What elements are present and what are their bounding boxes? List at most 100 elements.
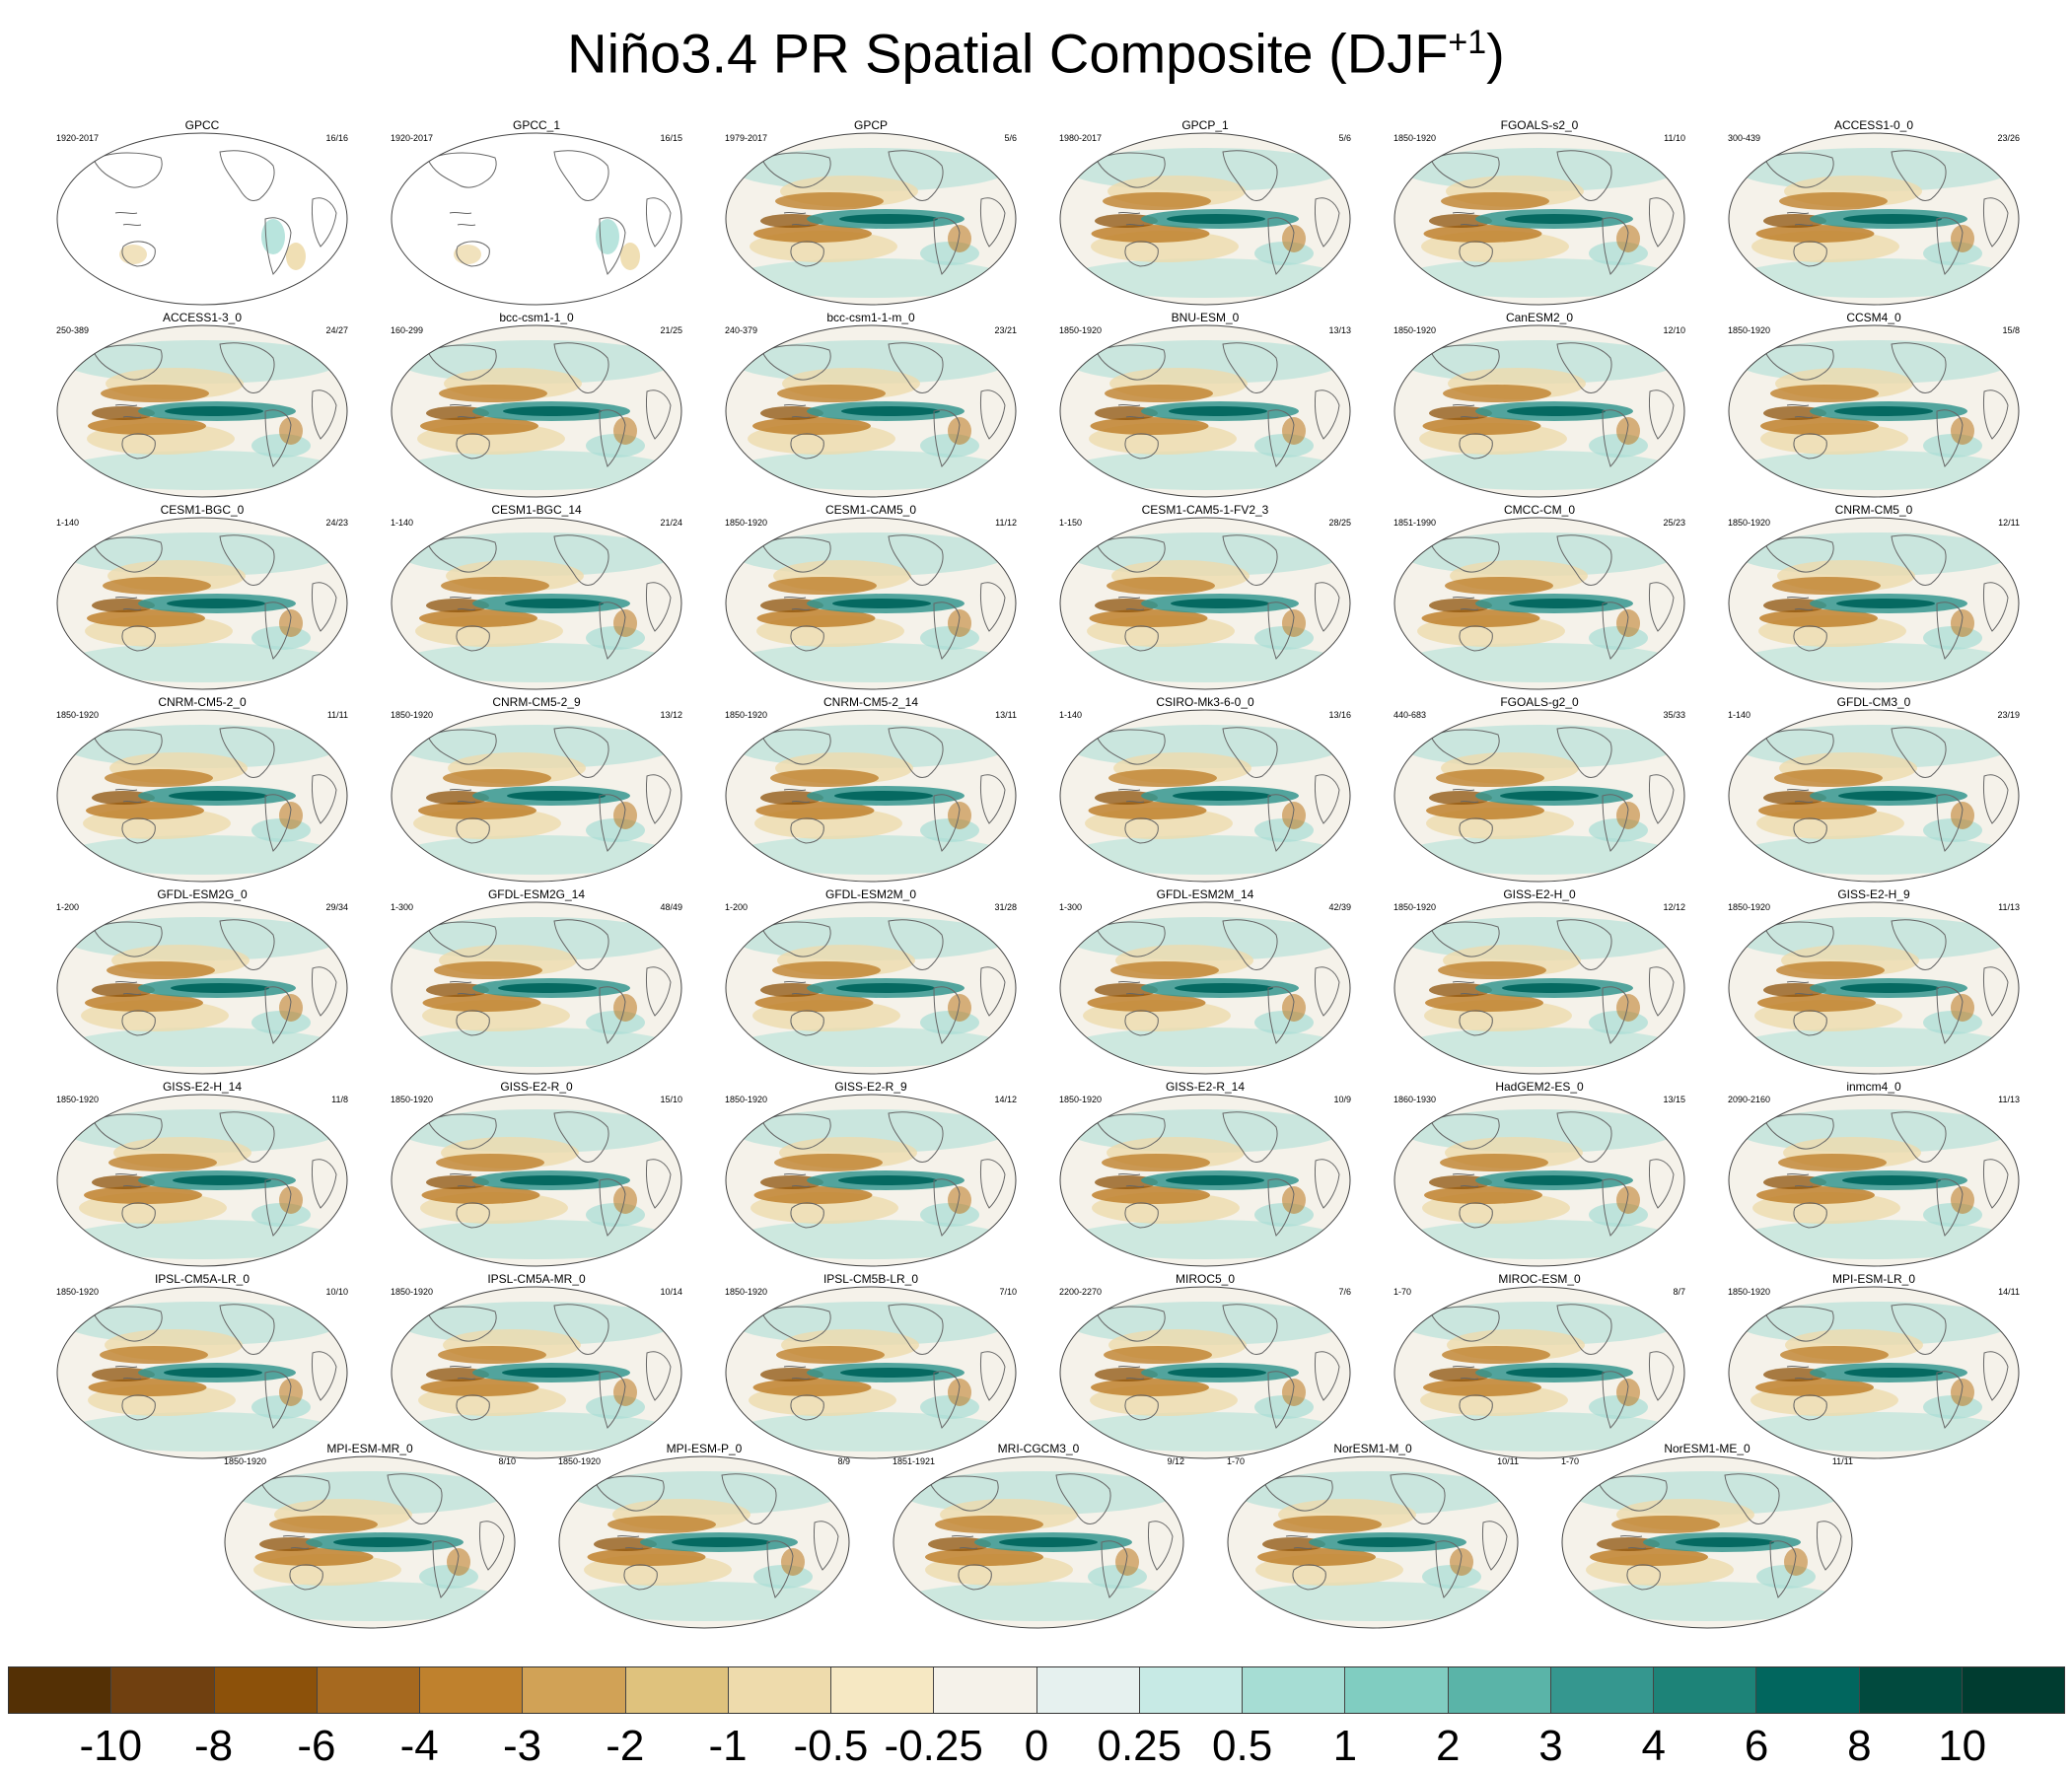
precip-field [1228,1456,1518,1628]
coast-africa [1315,1351,1340,1401]
title-main: Niño3.4 PR Spatial Composite (DJF [567,22,1449,85]
map-boundary [391,132,682,306]
panel-period: 1850-1920 [224,1456,267,1466]
map-boundary [56,1286,348,1459]
map-panel: GISS-E2-R_0 1850-1920 15/10 [389,1080,684,1271]
anomaly-wet-core [1840,983,1939,993]
colorbar-tick-label: 0.5 [1212,1722,1273,1770]
anomaly-dry-north [1107,577,1215,595]
coast-maritime-continent [1117,1172,1145,1188]
colorbar-tick-label: 8 [1847,1722,1872,1770]
coast-south-america [1936,217,1964,275]
coast-south-america [599,794,626,852]
coast-asia [93,729,163,765]
panel-title: CESM1-BGC_0 [160,503,245,517]
colorbar-tick-label: -0.25 [884,1722,983,1770]
coast-north-america [721,1473,777,1525]
coast-south-america [599,409,626,467]
panel-title: CESM1-CAM5_0 [824,503,917,517]
map-panel: CESM1-CAM5_0 1850-1920 11/12 [723,503,1019,694]
anomaly-dry-south-america [279,609,303,637]
panel-title: MIROC5_0 [1175,1272,1236,1286]
precip-field [57,710,347,882]
coast-asia [1430,729,1500,765]
map-boundary [56,1094,348,1267]
colorbar-cell [9,1667,112,1713]
coast-north-america [219,1111,275,1164]
precip-field [1562,1456,1852,1628]
coast-maritime-continent [114,211,142,227]
coast-south-america [264,794,292,852]
panel-title: GISS-E2-R_9 [834,1080,907,1094]
coast-africa [980,1159,1006,1209]
coast-maritime-continent [1452,788,1479,804]
coast-australia [1459,1010,1493,1036]
panel-period: 1-140 [391,518,414,528]
anomaly-dry-north [1440,1154,1548,1171]
panel-period: 1850-1920 [1728,325,1771,335]
anomaly-wet-light [733,1220,1009,1259]
coast-australia [1793,241,1827,267]
anomaly-dry-north [1441,192,1549,210]
precip-field [1729,518,2019,689]
panel-period: 1851-1990 [1393,518,1437,528]
anomaly-wet-light [1736,643,2012,682]
colorbar-cell [214,1667,318,1713]
panel-period: 1850-1920 [391,1095,434,1104]
anomaly-wet-light [1067,258,1343,298]
coast-south-america [1936,602,1964,660]
anomaly-wet-core [1337,1537,1436,1547]
precip-field [392,518,681,689]
coast-australia [121,1394,156,1421]
anomaly-dry-south [84,1186,202,1204]
coast-south-america [1602,1178,1629,1237]
anomaly-wet-light [1736,1220,2012,1259]
coast-australia [1793,1010,1827,1036]
coast-asia [1096,344,1166,381]
anomaly-dry-south [1421,609,1540,627]
precip-field [559,1456,849,1628]
precip-field [57,518,347,689]
anomaly-dry-north [1445,577,1553,595]
anomaly-wet-light [733,835,1009,875]
anomaly-wet-core [165,406,263,416]
map-panel: IPSL-CM5A-LR_0 1850-1920 10/10 [54,1272,350,1463]
map-panel: FGOALS-s2_0 1850-1920 11/10 [1392,118,1687,310]
anomaly-wet-core [841,406,940,416]
coast-australia [790,1010,824,1036]
anomaly-wet-core [1507,406,1606,416]
coast-australia [1793,1202,1827,1229]
map-plot [391,1286,682,1459]
coast-australia [456,1010,490,1036]
coast-africa [312,197,337,248]
coast-asia [761,152,831,188]
precip-field [1729,325,2019,497]
panel-event-count: 13/11 [995,710,1017,720]
anomaly-wet-core [1173,791,1271,801]
panel-title: GFDL-ESM2M_0 [824,887,917,901]
coast-africa [1315,582,1340,632]
anomaly-dry-south-america [1282,225,1306,252]
map-panel: ACCESS1-0_0 300-439 23/26 [1726,118,2022,310]
anomaly-dry-south-america [1616,994,1640,1022]
panel-event-count: 23/19 [1997,710,2020,720]
map-panel: GPCC_1 1920-2017 16/15 [389,118,684,310]
coast-asia [1430,536,1500,573]
coast-south-america [264,986,292,1044]
map-panel: MPI-ESM-LR_0 1850-1920 14/11 [1726,1272,2022,1463]
panel-event-count: 11/8 [331,1095,348,1104]
precip-field [726,325,1016,497]
map-boundary [725,709,1017,883]
anomaly-dry-south [1760,417,1879,435]
coast-north-america [1891,534,1947,587]
map-boundary [391,901,682,1075]
panel-title: NorESM1-M_0 [1333,1442,1412,1455]
coast-maritime-continent [951,1534,978,1550]
colorbar-tick-label: 3 [1538,1722,1563,1770]
map-plot [1393,517,1685,690]
coast-north-america [219,534,275,587]
colorbar-cell [1859,1667,1963,1713]
anomaly-dry-south-america [1616,609,1640,637]
coast-africa [312,582,337,632]
anomaly-dry-north [1611,1516,1720,1533]
